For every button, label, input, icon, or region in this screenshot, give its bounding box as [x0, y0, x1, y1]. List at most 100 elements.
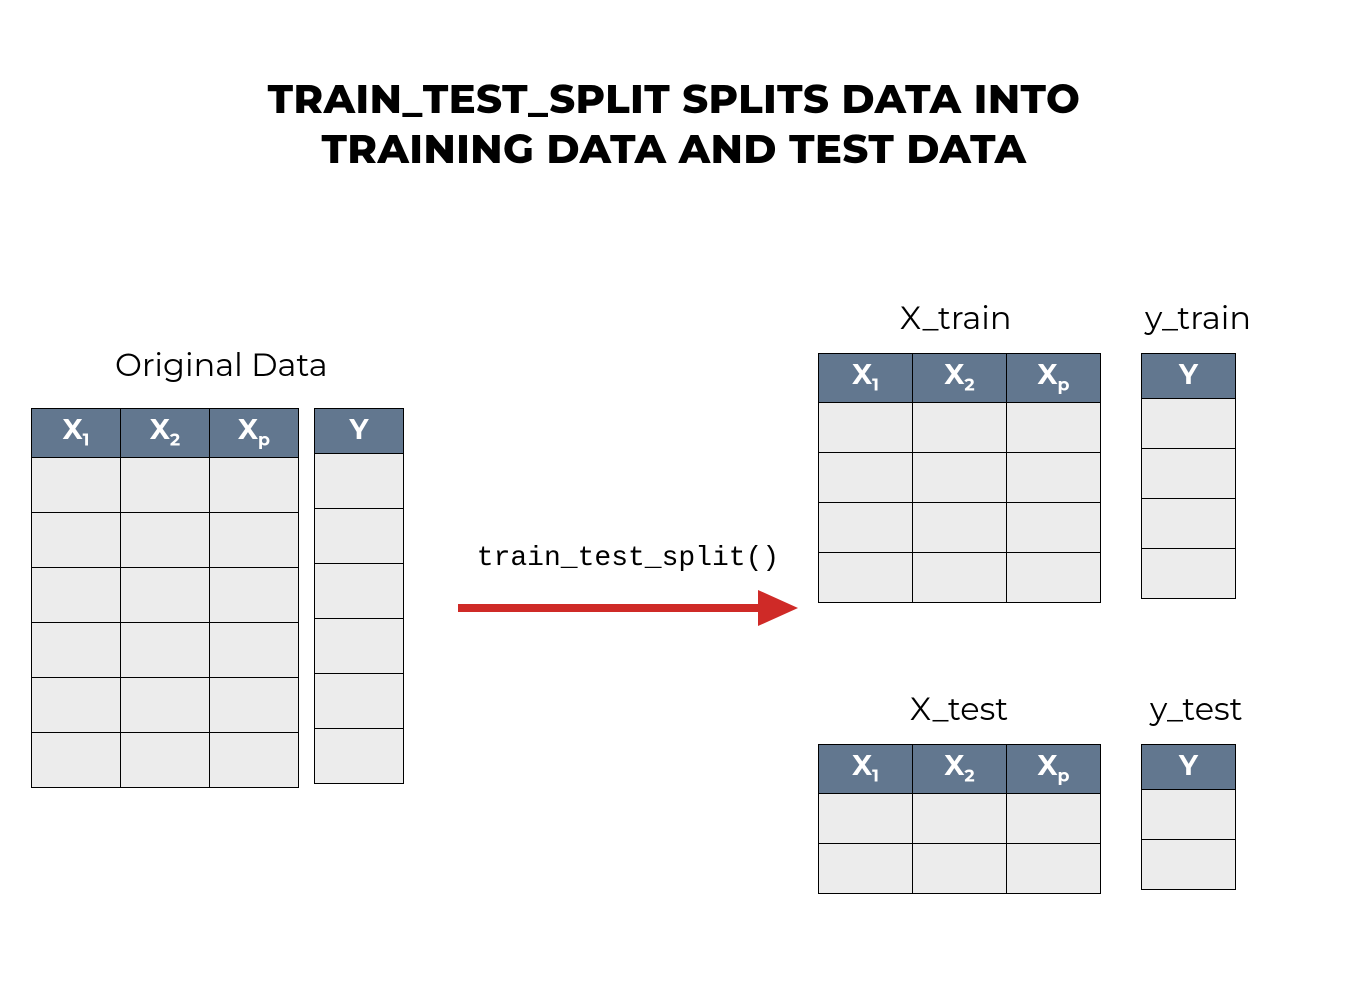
col-header-x1-sub: 1 — [83, 430, 90, 451]
x-test-body — [819, 793, 1101, 893]
col-header-x2-main: X — [944, 358, 964, 392]
table-cell — [315, 509, 404, 564]
col-header-xp: Xp — [1007, 745, 1101, 794]
table-cell — [913, 552, 1007, 602]
y-train-table: Y — [1141, 353, 1236, 599]
table-cell — [1142, 499, 1236, 549]
table-row — [1142, 399, 1236, 449]
table-cell — [210, 567, 299, 622]
table-cell — [121, 567, 210, 622]
table-cell — [913, 793, 1007, 843]
table-row — [315, 564, 404, 619]
original-x-table: X1 X2 Xp — [31, 408, 299, 788]
table-row — [315, 674, 404, 729]
x-train-table: X1 X2 Xp — [818, 353, 1101, 603]
page-title: TRAIN_TEST_SPLIT SPLITS DATA INTO TRAINI… — [0, 75, 1348, 175]
table-cell — [1142, 449, 1236, 499]
table-cell — [1142, 840, 1236, 890]
original-y-table: Y — [314, 408, 404, 784]
table-cell — [121, 512, 210, 567]
original-x-body — [32, 457, 299, 787]
table-row — [315, 619, 404, 674]
col-header-xp-main: X — [1038, 749, 1058, 783]
table-row — [315, 454, 404, 509]
col-header-y: Y — [1142, 354, 1236, 399]
table-cell — [1142, 549, 1236, 599]
col-header-x2: X2 — [913, 745, 1007, 794]
table-cell — [1007, 843, 1101, 893]
table-cell — [913, 502, 1007, 552]
col-header-y: Y — [315, 409, 404, 454]
table-row — [819, 793, 1101, 843]
table-cell — [315, 619, 404, 674]
col-header-x2-main: X — [944, 749, 964, 783]
table-cell — [315, 454, 404, 509]
table-cell — [819, 793, 913, 843]
table-row — [1142, 840, 1236, 890]
table-cell — [210, 677, 299, 732]
table-cell — [819, 552, 913, 602]
col-header-x1-main: X — [63, 413, 83, 447]
table-row — [819, 502, 1101, 552]
table-cell — [32, 512, 121, 567]
table-cell — [32, 677, 121, 732]
col-header-x2: X2 — [121, 409, 210, 458]
table-row — [32, 567, 299, 622]
table-cell — [121, 732, 210, 787]
x-test-label: X_test — [910, 690, 1008, 729]
col-header-y: Y — [1142, 745, 1236, 790]
col-header-x2-sub: 2 — [964, 375, 974, 396]
table-row — [819, 552, 1101, 602]
table-row — [315, 509, 404, 564]
col-header-x2: X2 — [913, 354, 1007, 403]
table-cell — [32, 567, 121, 622]
col-header-xp-main: X — [1038, 358, 1058, 392]
table-cell — [1007, 452, 1101, 502]
table-cell — [315, 729, 404, 784]
table-cell — [1142, 790, 1236, 840]
table-cell — [210, 622, 299, 677]
table-cell — [121, 677, 210, 732]
arrow-label: train_test_split() — [458, 543, 798, 574]
table-row — [1142, 549, 1236, 599]
col-header-x2-sub: 2 — [964, 766, 974, 787]
table-cell — [32, 622, 121, 677]
table-cell — [210, 457, 299, 512]
table-row — [32, 622, 299, 677]
table-cell — [1007, 793, 1101, 843]
table-cell — [913, 452, 1007, 502]
table-row — [819, 402, 1101, 452]
y-train-label: y_train — [1145, 299, 1251, 338]
x-train-label: X_train — [900, 299, 1012, 338]
table-row — [819, 843, 1101, 893]
table-cell — [819, 843, 913, 893]
table-cell — [121, 622, 210, 677]
table-row — [1142, 790, 1236, 840]
table-cell — [1007, 552, 1101, 602]
table-row — [315, 729, 404, 784]
col-header-x1: X1 — [32, 409, 121, 458]
col-header-x1: X1 — [819, 354, 913, 403]
table-row — [1142, 449, 1236, 499]
table-cell — [315, 564, 404, 619]
table-cell — [913, 843, 1007, 893]
col-header-x1-sub: 1 — [872, 375, 879, 396]
col-header-x1-main: X — [852, 749, 872, 783]
col-header-xp: Xp — [210, 409, 299, 458]
table-row — [1142, 499, 1236, 549]
table-cell — [121, 457, 210, 512]
table-cell — [32, 457, 121, 512]
table-row — [32, 457, 299, 512]
table-cell — [819, 402, 913, 452]
col-header-xp-sub: p — [1058, 766, 1070, 787]
table-cell — [32, 732, 121, 787]
table-cell — [1142, 399, 1236, 449]
x-train-body — [819, 402, 1101, 602]
table-cell — [819, 452, 913, 502]
table-cell — [1007, 502, 1101, 552]
table-cell — [913, 402, 1007, 452]
col-header-x2-main: X — [150, 413, 170, 447]
table-row — [32, 677, 299, 732]
col-header-xp-sub: p — [1058, 375, 1070, 396]
col-header-x1: X1 — [819, 745, 913, 794]
